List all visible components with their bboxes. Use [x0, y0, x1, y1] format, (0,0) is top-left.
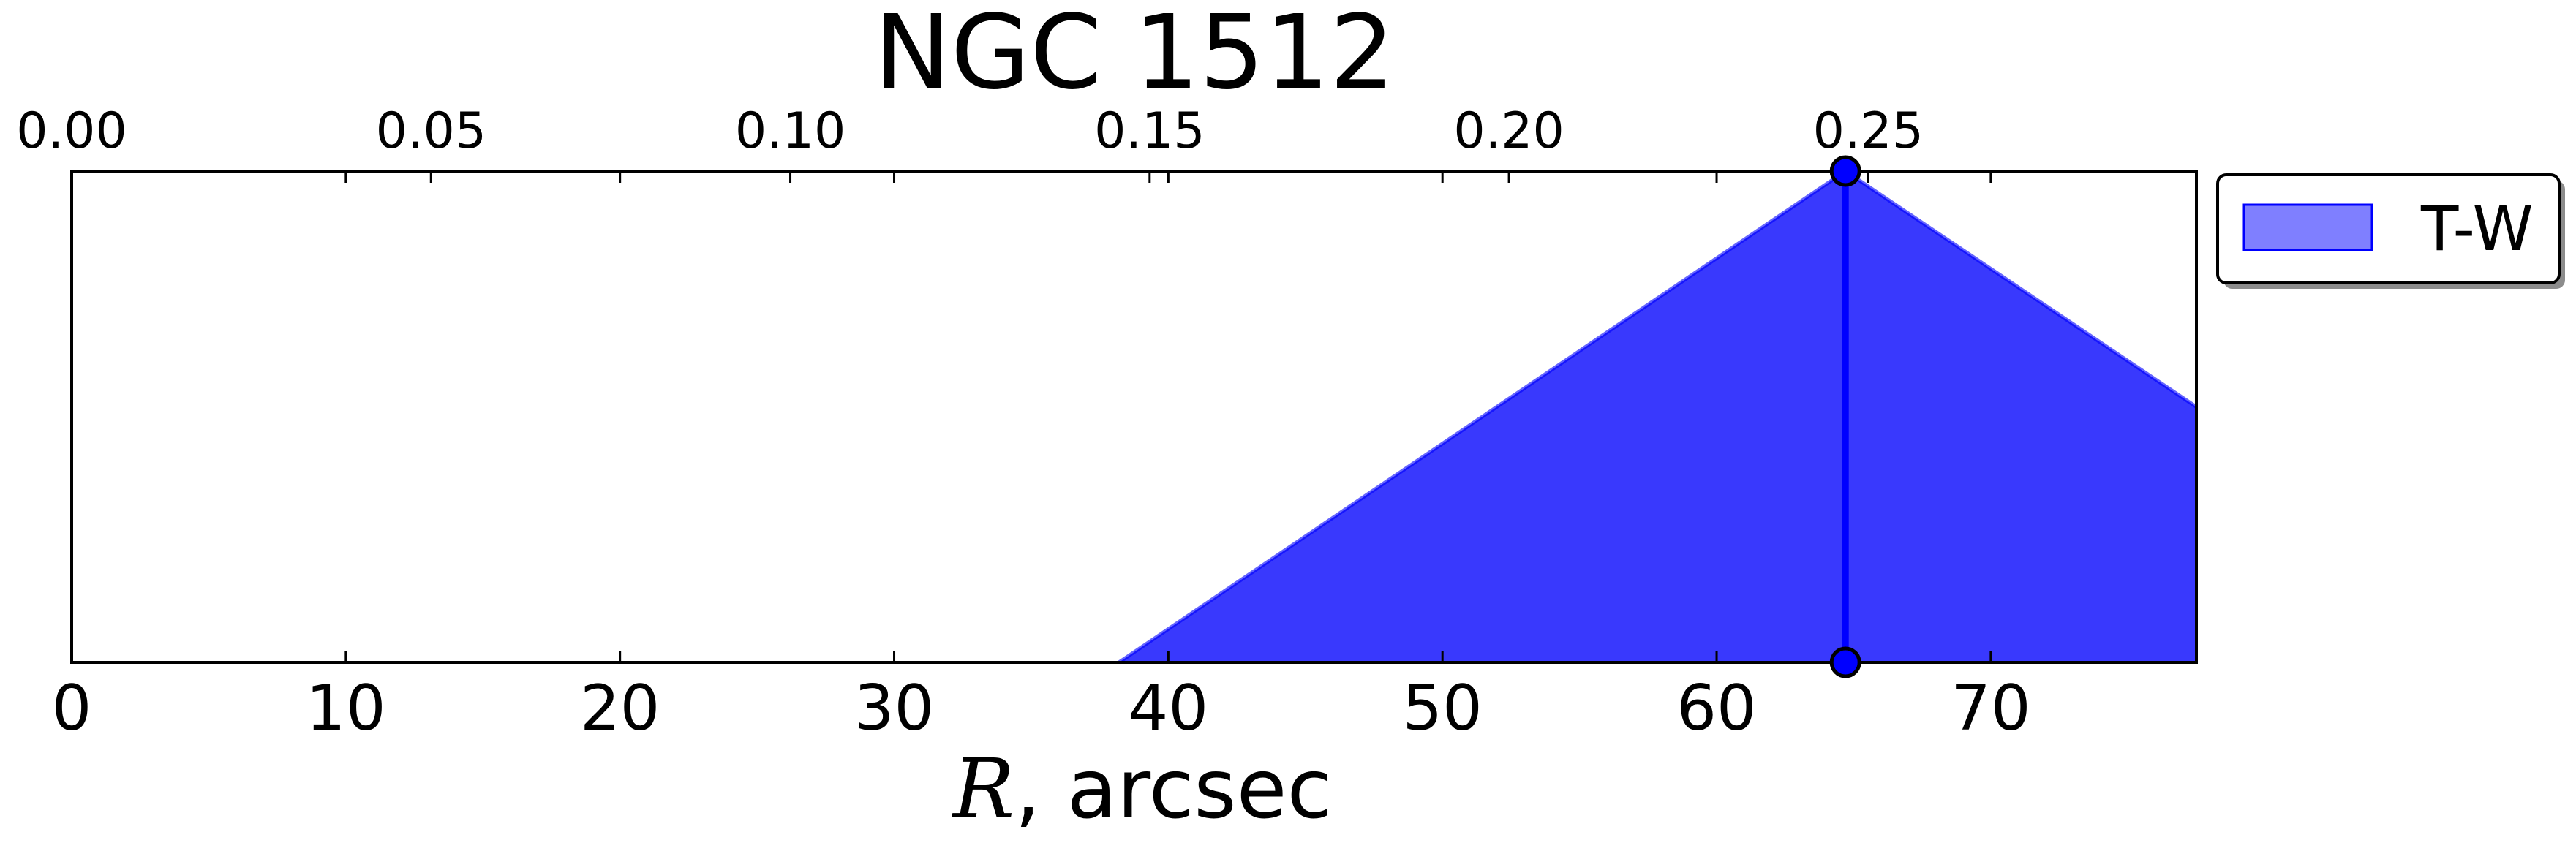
x-tick-label: 50	[1402, 672, 1482, 745]
top-tick-label: 0.15	[1094, 102, 1205, 160]
x-axis-label: R, arcsec	[952, 742, 1332, 837]
legend-swatch	[2242, 203, 2373, 251]
x-tick-label: 40	[1129, 672, 1208, 745]
x-tick-label: 10	[306, 672, 385, 745]
x-axis-label-symbol: R	[952, 742, 1014, 837]
axes-frame	[70, 170, 2198, 664]
legend: T-W	[2216, 173, 2565, 289]
legend-label-tw: T-W	[2420, 193, 2534, 265]
top-tick-label: 0.10	[735, 102, 846, 160]
x-tick-label: 0	[52, 672, 92, 745]
x-axis-label-units: , arcsec	[1014, 742, 1332, 837]
marker-point	[1829, 646, 1861, 678]
x-tick-label: 70	[1951, 672, 2030, 745]
area-fill	[1118, 171, 2196, 662]
plot-area: 0 10 20 30 40 50 60 70 0.00 0.05 0.10 0.15 0.20 0.25	[16, 102, 2198, 745]
chart-title: NGC 1512	[874, 0, 1395, 113]
marker-point	[1829, 155, 1861, 187]
top-tick-label: 0.25	[1813, 102, 1924, 160]
x-tick-label: 20	[580, 672, 660, 745]
top-tick-label: 0.05	[376, 102, 486, 160]
legend-box	[2216, 173, 2561, 284]
x-tick-label: 30	[854, 672, 934, 745]
top-tick-label: 0.20	[1453, 102, 1564, 160]
top-tick-label: 0.00	[16, 102, 127, 160]
x-tick-label: 60	[1676, 672, 1756, 745]
